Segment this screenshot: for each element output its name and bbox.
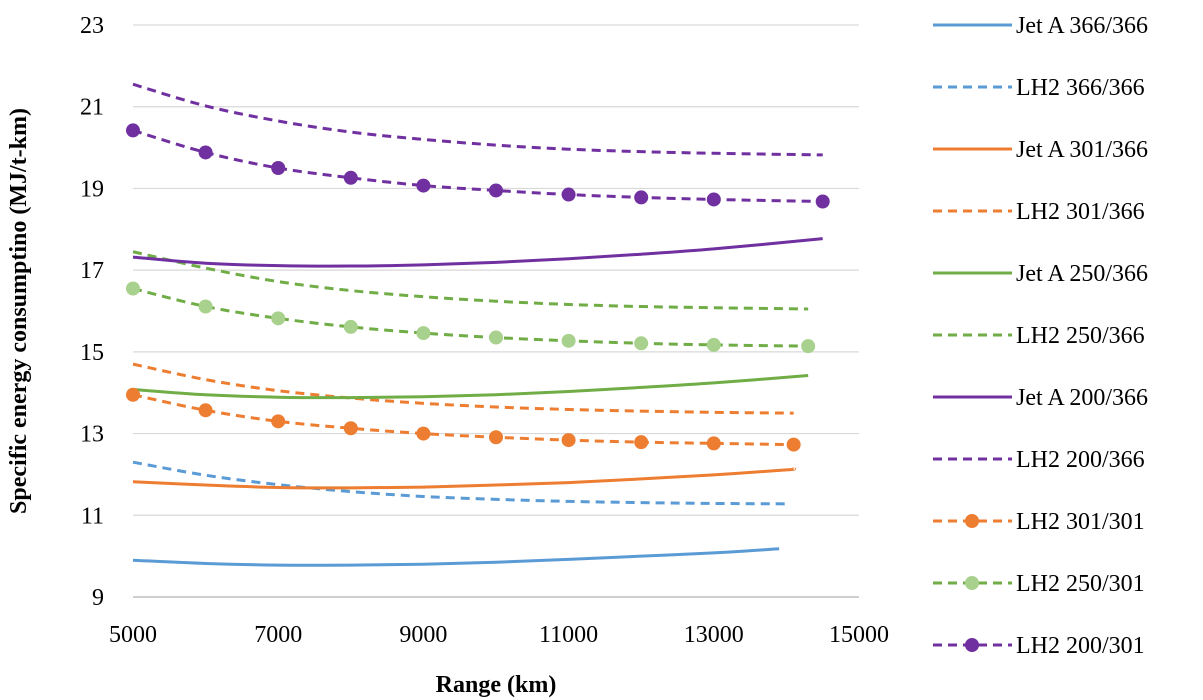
legend-label: Jet A 250/366 [1016,261,1148,287]
data-point [416,426,431,441]
x-tick-label: 15000 [829,622,889,648]
x-tick-label: 7000 [254,622,302,648]
series-jet-a-301-366 [132,467,797,490]
series-line [132,287,809,348]
legend-entry-lh2-366-366: LH2 366/366 [933,75,1145,101]
data-point [489,430,503,445]
series-line [132,82,823,157]
data-point [198,403,213,418]
legend-entry-jet-a-200-366: Jet A 200/366 [933,385,1148,411]
data-point [801,339,816,354]
data-point [198,145,213,160]
legend-entry-jet-a-366-366: Jet A 366/366 [933,13,1148,39]
series-line [132,250,809,311]
data-point [786,437,801,452]
x-tick-label: 11000 [539,622,598,648]
series-lh2-250-366 [132,250,809,311]
data-point [561,333,576,348]
series-jet-a-200-366 [132,237,823,268]
data-point [271,414,286,429]
legend-label: Jet A 200/366 [1016,385,1148,411]
data-point [706,192,721,207]
data-point [198,299,213,314]
legend-marker [965,514,979,528]
legend-entry-jet-a-250-366: Jet A 250/366 [933,261,1148,287]
plot-area [126,82,830,567]
legend-entry-lh2-250-301: LH2 250/301 [933,571,1145,597]
series-jet-a-366-366 [132,547,780,567]
legend-entry-lh2-200-301: LH2 200/301 [933,633,1145,659]
series-line [132,393,794,447]
data-point [126,387,140,402]
legend-marker [965,638,979,652]
x-axis-title: Range (km) [436,672,557,698]
y-tick-label: 9 [92,585,104,611]
data-point [489,183,503,198]
data-point [416,178,431,193]
legend-label: LH2 200/301 [1016,633,1145,659]
series-lh2-250-301 [126,281,816,354]
legend-entry-jet-a-301-366: Jet A 301/366 [933,137,1148,163]
y-tick-label: 23 [80,13,104,39]
data-point [489,330,503,345]
data-point [271,311,286,326]
data-point [126,123,140,138]
data-point [561,187,576,202]
series-line [132,128,823,203]
x-tick-label: 13000 [684,622,744,648]
legend-label: LH2 366/366 [1016,75,1145,101]
y-tick-label: 19 [80,176,104,202]
series-line [132,237,823,268]
data-point [416,326,431,341]
series-lh2-200-366 [132,82,823,157]
series-jet-a-250-366 [132,374,809,400]
data-point [815,194,830,209]
series-line [132,467,797,490]
legend-label: LH2 250/301 [1016,571,1145,597]
series-lh2-301-366 [132,362,794,415]
data-point [343,319,358,334]
legend-label: LH2 200/366 [1016,447,1145,473]
y-tick-label: 15 [80,340,104,366]
y-tick-label: 21 [80,95,104,121]
x-tick-labels: 5000 7000 9000 11000 13000 15000 [109,622,889,648]
data-point [271,161,286,175]
legend-entry-lh2-301-301: LH2 301/301 [933,509,1145,535]
data-point [343,170,358,185]
legend: Jet A 366/366 LH2 366/366 Jet A 301/366 LH2… [933,13,1148,659]
legend-label: Jet A 366/366 [1016,13,1148,39]
legend-entry-lh2-250-366: LH2 250/366 [933,323,1145,349]
x-tick-label: 5000 [109,622,157,648]
series-line [132,460,787,506]
series-lh2-200-301 [126,123,830,209]
x-tick-label: 9000 [399,622,447,648]
data-point [634,435,649,450]
legend-label: LH2 301/366 [1016,199,1145,225]
legend-label: LH2 301/301 [1016,509,1145,535]
y-tick-label: 11 [81,503,104,529]
series-line [132,362,794,415]
data-point [126,281,140,296]
legend-entry-lh2-301-366: LH2 301/366 [933,199,1145,225]
y-tick-label: 13 [80,422,104,448]
series-lh2-366-366 [132,460,787,506]
legend-label: Jet A 301/366 [1016,137,1148,163]
series-lh2-301-301 [126,387,801,452]
data-point [634,190,649,205]
legend-label: LH2 250/366 [1016,323,1145,349]
y-tick-label: 17 [80,258,104,284]
y-axis-title: Specific energy consumptino (MJ/t-km) [6,108,32,514]
legend-marker [965,576,979,590]
data-point [706,436,721,451]
data-point [561,433,576,448]
series-line [132,547,780,567]
series-line [132,374,809,400]
data-point [706,337,721,352]
data-point [634,336,649,351]
data-point [343,421,358,436]
y-tick-labels: 9 11 13 15 17 19 21 23 [80,13,104,611]
legend-entry-lh2-200-366: LH2 200/366 [933,447,1145,473]
